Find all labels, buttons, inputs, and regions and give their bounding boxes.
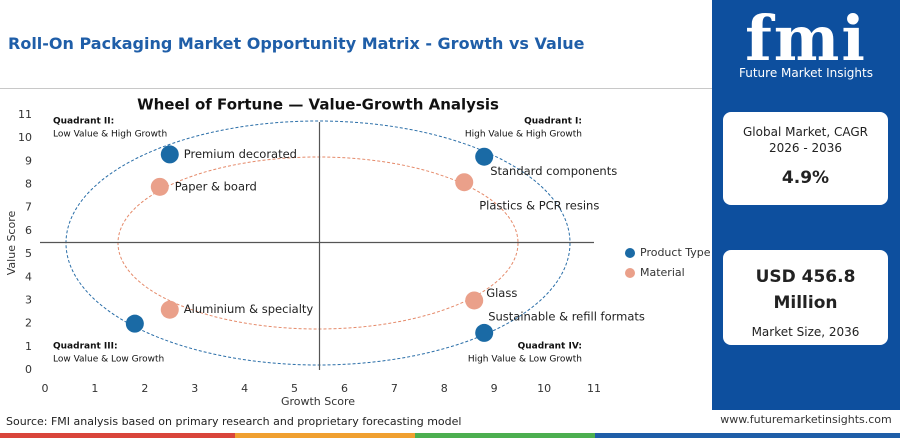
y-tick-label: 10 (18, 131, 32, 144)
x-tick-label: 7 (391, 382, 398, 395)
side-panel: fmi Future Market Insights Global Market… (712, 0, 900, 410)
quadrant-desc: High Value & Low Growth (468, 355, 582, 365)
y-tick-label: 2 (25, 317, 32, 330)
quadrant-desc: High Value & High Growth (465, 130, 582, 140)
y-tick-label: 1 (25, 340, 32, 353)
stat-value: USD 456.8 Million (755, 267, 856, 313)
stat-card: USD 456.8 Million Market Size, 2036 (723, 250, 888, 345)
point-label: Glass (486, 286, 517, 300)
legend-marker (625, 268, 635, 278)
page-title: Roll-On Packaging Market Opportunity Mat… (8, 34, 585, 53)
quadrant-title: Quadrant III: (53, 342, 118, 352)
y-tick-label: 9 (25, 154, 32, 167)
x-tick-label: 2 (141, 382, 148, 395)
x-tick-label: 3 (191, 382, 198, 395)
footer-bar (0, 433, 900, 438)
stat-label: Global Market, CAGR 2026 - 2036 (743, 125, 868, 155)
x-tick-label: 1 (91, 382, 98, 395)
point (465, 291, 484, 310)
legend-marker (625, 248, 635, 258)
point (160, 300, 179, 319)
legend-label: Product Type (640, 246, 711, 259)
y-tick-label: 11 (18, 108, 32, 121)
chart-title: Wheel of Fortune — Value-Growth Analysis (137, 96, 499, 114)
x-tick-label: 10 (537, 382, 551, 395)
stat-card: Global Market, CAGR 2026 - 2036 4.9% (723, 112, 888, 205)
point (125, 314, 144, 333)
quadrant-title: Quadrant IV: (518, 342, 582, 352)
point-label: Aluminium & specialty (184, 302, 314, 316)
point (475, 323, 494, 342)
y-tick-label: 7 (25, 201, 32, 214)
chart: Wheel of Fortune — Value-Growth Analysis… (5, 96, 711, 409)
point (475, 147, 494, 166)
quadrant-desc: Low Value & Low Growth (53, 355, 164, 365)
x-tick-label: 11 (587, 382, 601, 395)
point (150, 177, 169, 196)
y-tick-label: 5 (25, 247, 32, 260)
point-label: Standard components (490, 164, 617, 178)
point (160, 145, 179, 164)
point-label: Premium decorated (184, 147, 297, 161)
stat-value: 4.9% (781, 168, 830, 188)
stat-label: Market Size, 2036 (751, 325, 860, 339)
logo: fmi (745, 2, 867, 75)
y-tick-label: 4 (25, 270, 32, 283)
x-tick-label: 5 (291, 382, 298, 395)
legend-label: Material (640, 266, 685, 279)
x-tick-label: 4 (241, 382, 248, 395)
x-axis-label: Growth Score (281, 395, 355, 408)
x-tick-label: 6 (341, 382, 348, 395)
logo-caption: Future Market Insights (738, 66, 873, 80)
quadrant-title: Quadrant II: (53, 117, 114, 127)
source-note: Source: FMI analysis based on primary re… (6, 415, 462, 428)
point-label: Plastics & PCR resins (479, 199, 599, 213)
point-label: Paper & board (175, 179, 257, 193)
quadrant-title: Quadrant I: (524, 117, 582, 127)
divider (0, 88, 712, 89)
quadrant-desc: Low Value & High Growth (53, 130, 167, 140)
y-tick-label: 6 (25, 224, 32, 237)
x-tick-label: 0 (42, 382, 49, 395)
point (455, 173, 474, 192)
y-tick-label: 3 (25, 293, 32, 306)
y-tick-label: 8 (25, 178, 32, 191)
website: www.futuremarketinsights.com (720, 413, 892, 426)
y-axis-label: Value Score (5, 211, 18, 276)
point-label: Sustainable & refill formats (488, 309, 645, 323)
x-tick-label: 9 (491, 382, 498, 395)
x-tick-label: 8 (441, 382, 448, 395)
y-tick-label: 0 (25, 363, 32, 376)
